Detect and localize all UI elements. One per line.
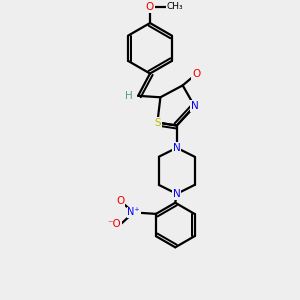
Text: ⁻O: ⁻O [107, 219, 121, 229]
Text: N⁺: N⁺ [128, 207, 140, 218]
Text: O: O [192, 69, 200, 79]
Text: O: O [146, 2, 154, 12]
Text: N: N [191, 101, 198, 111]
Text: CH₃: CH₃ [166, 2, 183, 11]
Text: N: N [173, 189, 181, 199]
Text: O: O [116, 196, 124, 206]
Text: H: H [125, 91, 133, 101]
Text: N: N [173, 143, 181, 153]
Text: S: S [154, 118, 161, 128]
